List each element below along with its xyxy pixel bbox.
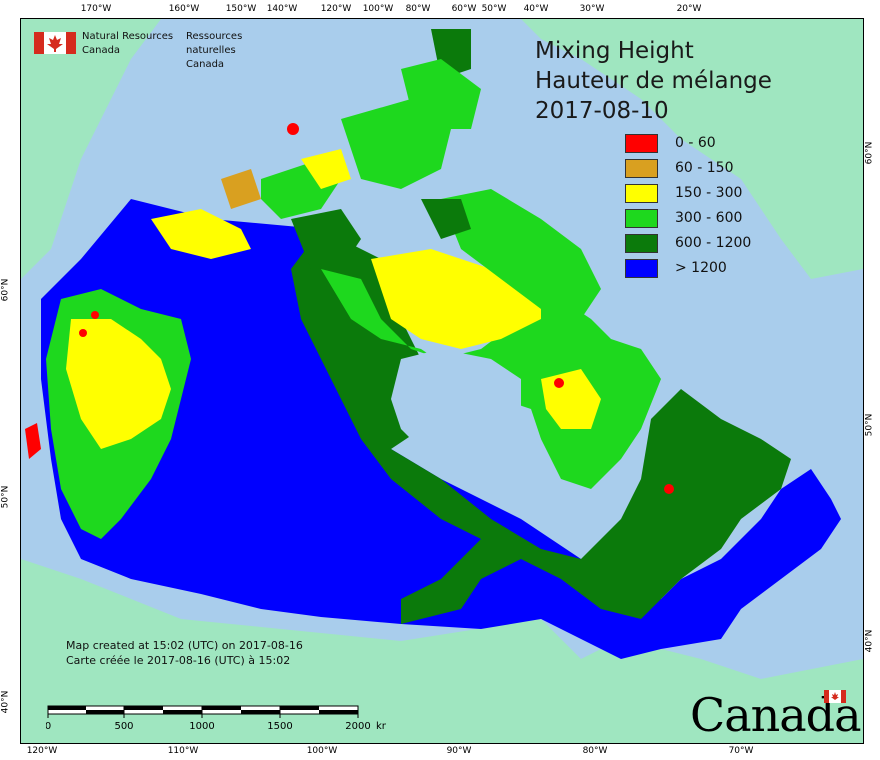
created-fr: Carte créée le 2017-08-16 (UTC) à 15:02 bbox=[66, 654, 291, 667]
scale-bar: 0 500 1000 1500 2000 km bbox=[45, 704, 392, 734]
legend-label: 300 - 600 bbox=[675, 210, 743, 226]
org-fr-line2: Canada bbox=[186, 59, 225, 70]
graticule-top-label: 20°W bbox=[676, 4, 702, 14]
graticule-left-label: 60°N bbox=[0, 278, 11, 302]
map-title: Mixing Height Hauteur de mélange 2017-08… bbox=[535, 36, 772, 126]
title-en: Mixing Height bbox=[535, 38, 694, 64]
creation-note: Map created at 15:02 (UTC) on 2017-08-16… bbox=[66, 638, 303, 668]
created-en: Map created at 15:02 (UTC) on 2017-08-16 bbox=[66, 639, 303, 652]
graticule-top-label: 170°W bbox=[80, 4, 112, 14]
org-fr-line1: Ressources naturelles bbox=[186, 31, 243, 56]
org-en-line2: Canada bbox=[82, 45, 121, 56]
graticule-bottom-label: 120°W bbox=[26, 746, 58, 756]
graticule-bottom-label: 110°W bbox=[167, 746, 199, 756]
legend-label: 60 - 150 bbox=[675, 160, 734, 176]
graticule-bottom-label: 90°W bbox=[446, 746, 472, 756]
graticule-bottom-label: 70°W bbox=[728, 746, 754, 756]
org-name-fr: Ressources naturelles Canada bbox=[186, 30, 274, 72]
legend-swatch bbox=[625, 259, 658, 278]
legend-swatch bbox=[625, 159, 658, 178]
legend-swatch bbox=[625, 184, 658, 203]
scale-label: 1000 bbox=[189, 721, 214, 732]
legend-label: 600 - 1200 bbox=[675, 235, 752, 251]
legend-swatch bbox=[625, 134, 658, 153]
graticule-top-label: 60°W bbox=[451, 4, 477, 14]
graticule-bottom-label: 100°W bbox=[306, 746, 338, 756]
graticule-bottom-label: 80°W bbox=[582, 746, 608, 756]
graticule-top-label: 40°W bbox=[523, 4, 549, 14]
graticule-left-label: 40°N bbox=[0, 690, 11, 714]
graticule-top-label: 160°W bbox=[168, 4, 200, 14]
graticule-top-label: 140°W bbox=[266, 4, 298, 14]
graticule-top-label: 80°W bbox=[405, 4, 431, 14]
graticule-top-label: 150°W bbox=[225, 4, 257, 14]
outside-land bbox=[21, 19, 863, 743]
map-canvas bbox=[20, 18, 864, 744]
graticule-top-label: 100°W bbox=[362, 4, 394, 14]
canada-wordmark: Canada bbox=[690, 688, 862, 742]
org-en-line1: Natural Resources bbox=[82, 31, 174, 42]
canada-flag-icon bbox=[34, 32, 76, 54]
legend-swatch bbox=[625, 209, 658, 228]
scale-label: 0 bbox=[46, 721, 51, 732]
scale-bar-svg: 0 500 1000 1500 2000 km bbox=[45, 705, 392, 732]
scale-unit: km bbox=[376, 721, 386, 732]
graticule-right-label: 60°N bbox=[864, 141, 875, 165]
scale-label: 2000 bbox=[345, 721, 370, 732]
graticule-top-label: 120°W bbox=[320, 4, 352, 14]
graticule-left-label: 50°N bbox=[0, 485, 11, 509]
graticule-right-label: 40°N bbox=[864, 629, 875, 653]
org-name-en: Natural Resources Canada bbox=[82, 30, 173, 58]
graticule-right-label: 50°N bbox=[864, 413, 875, 437]
wordmark-flag-icon bbox=[824, 690, 846, 703]
graticule-top-label: 30°W bbox=[579, 4, 605, 14]
map-svg bbox=[21, 19, 863, 743]
legend-label: 0 - 60 bbox=[675, 135, 716, 151]
scale-label: 1500 bbox=[267, 721, 292, 732]
graticule-top-label: 50°W bbox=[481, 4, 507, 14]
title-date: 2017-08-10 bbox=[535, 98, 669, 124]
legend-swatch bbox=[625, 234, 658, 253]
title-fr: Hauteur de mélange bbox=[535, 68, 772, 94]
legend-label: 150 - 300 bbox=[675, 185, 743, 201]
scale-label: 500 bbox=[114, 721, 133, 732]
nrcan-logo: Natural Resources Canada Ressources natu… bbox=[34, 30, 274, 70]
legend-label: > 1200 bbox=[675, 260, 727, 276]
mixing-height-regions bbox=[25, 29, 841, 659]
